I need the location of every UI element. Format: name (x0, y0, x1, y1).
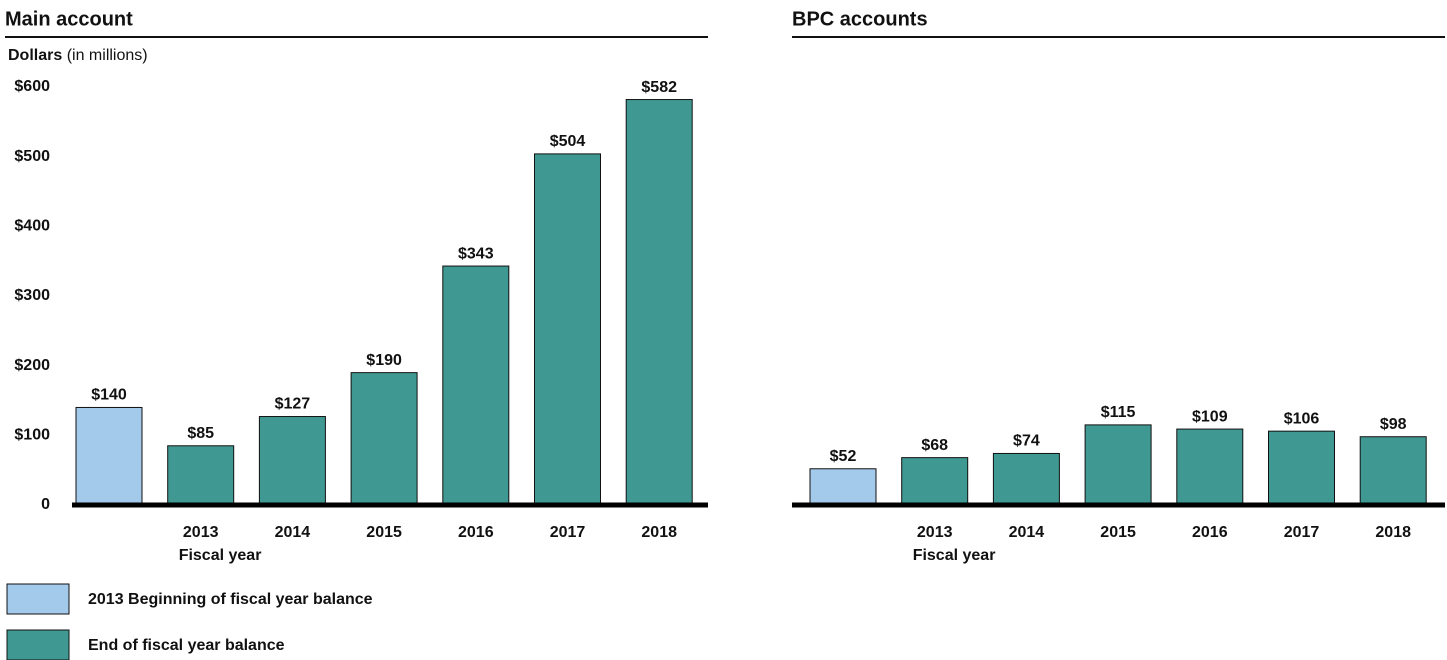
value-label: $106 (1284, 410, 1320, 427)
value-label: $68 (921, 437, 948, 454)
value-label: $74 (1013, 433, 1040, 450)
bar (1176, 428, 1244, 506)
value-label: $582 (641, 79, 677, 96)
bar (901, 457, 969, 506)
x-tick-label: 2017 (550, 524, 586, 541)
x-tick-label: 2016 (1192, 524, 1228, 541)
y-tick-label: $300 (14, 287, 50, 304)
bar (75, 406, 143, 506)
x-tick-label: 2016 (458, 524, 494, 541)
y-axis-label: Dollars (8, 47, 62, 64)
value-label: $85 (187, 425, 214, 442)
y-tick-label: $600 (14, 78, 50, 95)
bar (992, 452, 1060, 506)
y-tick-label: $400 (14, 218, 50, 235)
legend-swatch (6, 583, 70, 615)
value-label: $343 (458, 245, 494, 262)
legend-swatch (6, 629, 70, 660)
x-tick-label: 2013 (917, 524, 953, 541)
bar (258, 416, 326, 506)
x-axis-label: Fiscal year (179, 547, 262, 564)
bar (1084, 424, 1152, 506)
legend-label: 2013 Beginning of fiscal year balance (88, 591, 373, 608)
bar (167, 445, 235, 506)
value-label: $140 (91, 387, 127, 404)
y-tick-label: $200 (14, 357, 50, 374)
x-axis-label: Fiscal year (913, 547, 996, 564)
y-tick-label: 0 (41, 496, 50, 513)
bar (809, 468, 877, 506)
value-label: $109 (1192, 408, 1228, 425)
x-tick-label: 2015 (1100, 524, 1136, 541)
y-axis-label: Dollars (in millions) (8, 47, 148, 64)
y-tick-label: $500 (14, 148, 50, 165)
bar (1268, 430, 1335, 506)
y-tick-label: $100 (14, 427, 50, 444)
value-label: $504 (550, 133, 586, 150)
bar (350, 372, 418, 506)
x-tick-label: 2018 (1375, 524, 1411, 541)
value-label: $98 (1380, 416, 1407, 433)
x-tick-label: 2018 (641, 524, 677, 541)
x-tick-label: 2014 (275, 524, 311, 541)
bar (534, 153, 601, 506)
bar (442, 265, 510, 506)
value-label: $52 (830, 448, 857, 465)
value-label: $190 (366, 352, 402, 369)
x-tick-label: 2013 (183, 524, 219, 541)
value-label: $115 (1101, 404, 1136, 421)
x-tick-label: 2017 (1284, 524, 1320, 541)
y-axis-unit: (in millions) (67, 47, 148, 64)
value-label: $127 (275, 396, 311, 413)
chart-title: Main account (5, 8, 133, 30)
legend-label: End of fiscal year balance (88, 637, 285, 654)
bar (625, 99, 693, 506)
bar (1359, 436, 1427, 506)
x-tick-label: 2015 (366, 524, 402, 541)
x-tick-label: 2014 (1009, 524, 1045, 541)
chart-title: BPC accounts (792, 8, 928, 30)
